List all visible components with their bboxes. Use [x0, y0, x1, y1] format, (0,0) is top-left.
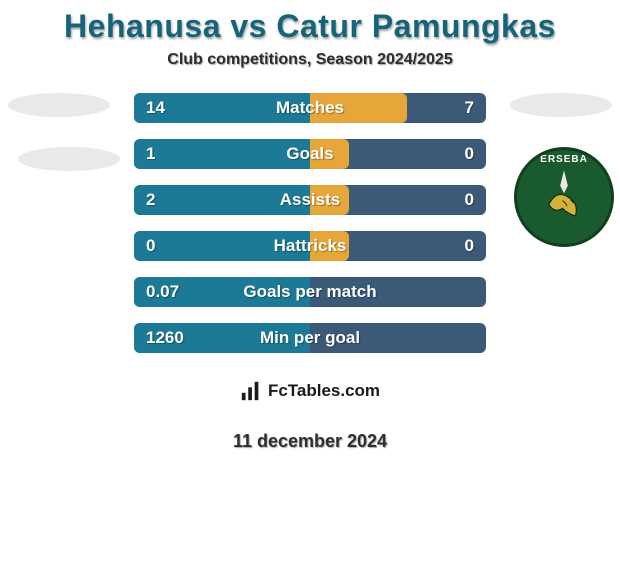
stat-label: Hattricks	[274, 236, 347, 256]
stat-label: Assists	[280, 190, 340, 210]
stat-row: 0.07 Goals per match	[134, 277, 486, 307]
club-badge-right: ERSEBA	[514, 147, 614, 247]
stat-value-right: 0	[465, 190, 474, 210]
stat-row: 2 Assists 0	[134, 185, 486, 215]
stat-value-left: 1260	[146, 328, 184, 348]
brand-banner: FcTables.com	[210, 367, 410, 415]
team-badge-placeholder-left-2	[18, 147, 120, 171]
stat-value-right: 7	[465, 98, 474, 118]
stat-label: Min per goal	[260, 328, 360, 348]
comparison-infographic: Hehanusa vs Catur Pamungkas Club competi…	[0, 0, 620, 580]
stat-label: Goals per match	[243, 282, 376, 302]
stat-value-left: 1	[146, 144, 155, 164]
bars-icon	[240, 380, 262, 402]
stat-row: 14 Matches 7	[134, 93, 486, 123]
club-badge-text: ERSEBA	[517, 154, 611, 165]
brand-text: FcTables.com	[268, 381, 380, 401]
club-crest-icon	[526, 159, 602, 235]
stat-value-left: 14	[146, 98, 165, 118]
content-area: ERSEBA 14 Matches 7 1 Goals 0 2 Assists 0 0 Hattri…	[0, 93, 620, 353]
stat-value-right: 0	[465, 144, 474, 164]
stat-value-right: 0	[465, 236, 474, 256]
stat-fill-left	[134, 139, 310, 169]
date-text: 11 december 2024	[0, 431, 620, 452]
stat-value-left: 0.07	[146, 282, 179, 302]
stat-row: 1260 Min per goal	[134, 323, 486, 353]
stat-label: Matches	[276, 98, 344, 118]
stat-value-left: 2	[146, 190, 155, 210]
stat-row: 1 Goals 0	[134, 139, 486, 169]
team-badge-placeholder-left-1	[8, 93, 110, 117]
comparison-rows: 14 Matches 7 1 Goals 0 2 Assists 0 0 Hattricks 0 0.0…	[134, 93, 486, 353]
team-badge-placeholder-right-1	[510, 93, 612, 117]
stat-value-left: 0	[146, 236, 155, 256]
page-subtitle: Club competitions, Season 2024/2025	[0, 51, 620, 69]
stat-label: Goals	[286, 144, 333, 164]
page-title: Hehanusa vs Catur Pamungkas	[0, 0, 620, 45]
stat-row: 0 Hattricks 0	[134, 231, 486, 261]
